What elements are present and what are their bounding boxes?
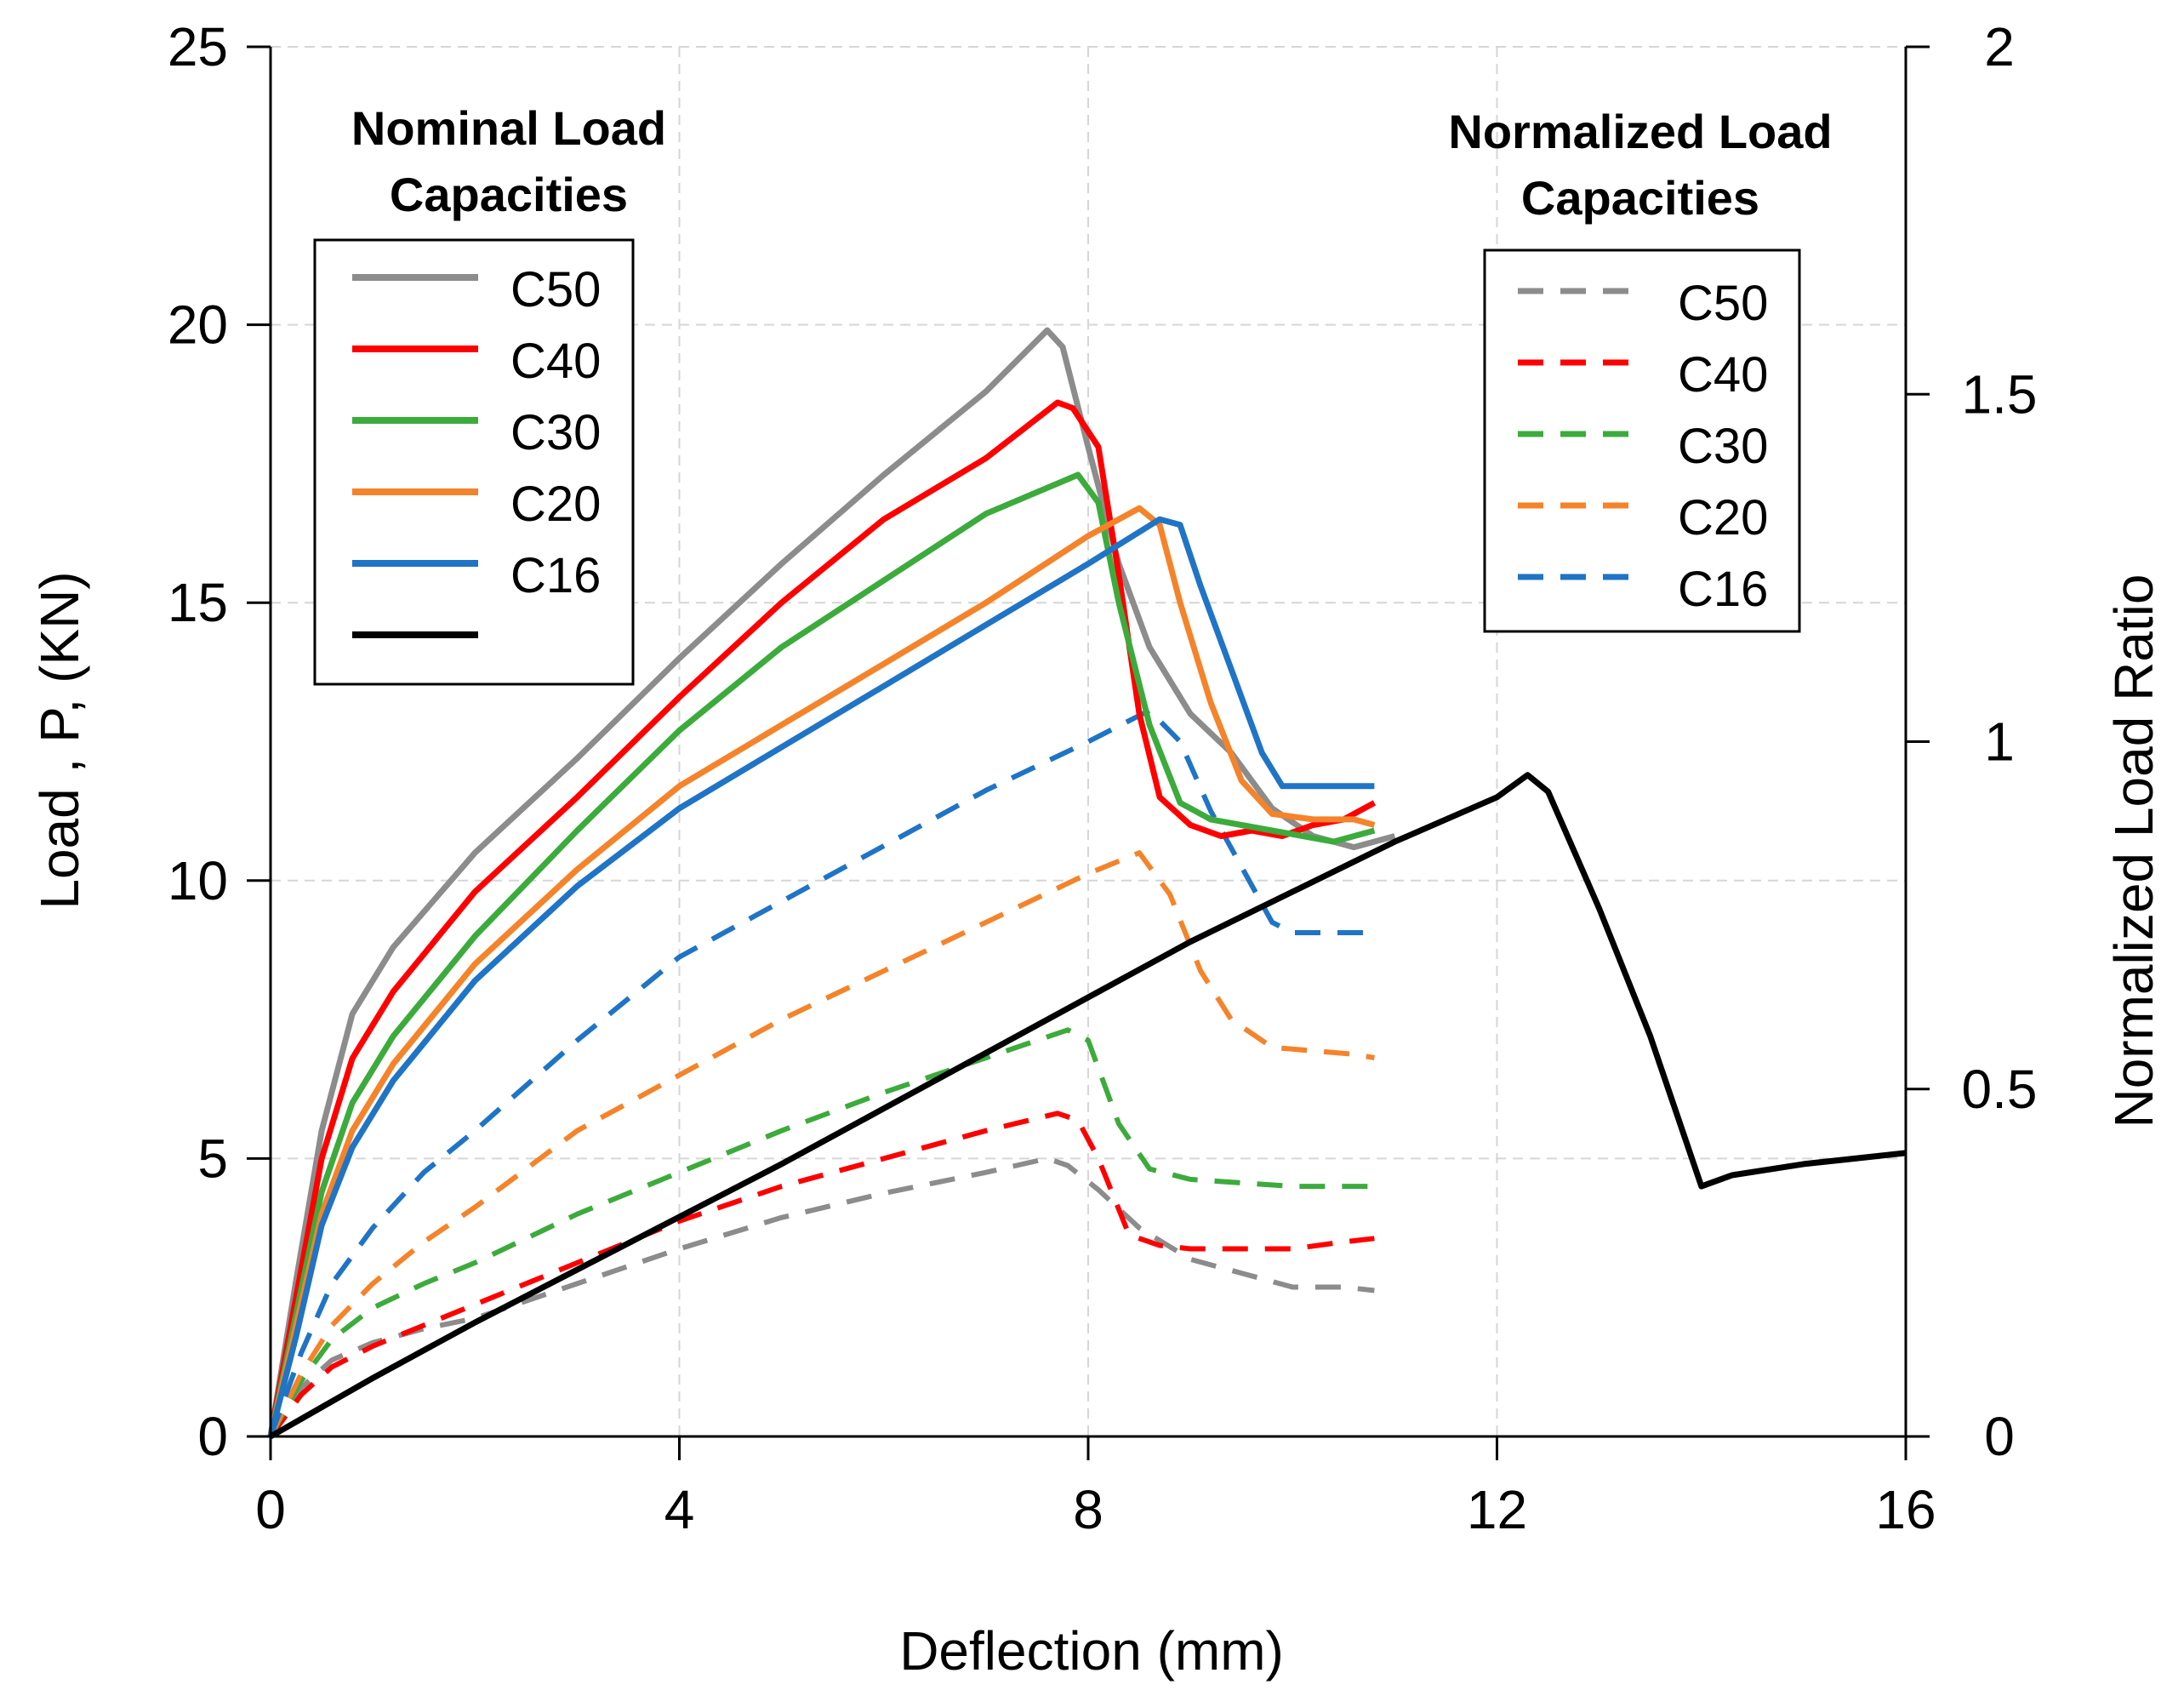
y2-tick-label: 1 <box>1984 711 2015 773</box>
legend-normalized-title-line2: Capacities <box>1521 171 1759 225</box>
axes <box>247 45 1930 1460</box>
legend-nominal-entries: C50 C40 C30 C20 C16 <box>352 262 601 638</box>
legend-nominal-box <box>313 238 635 686</box>
x-axis-title: Deflection (mm) <box>899 1620 1284 1682</box>
y-tick-label: 0 <box>197 1406 228 1467</box>
x-tick-label: 16 <box>1875 1479 1936 1540</box>
legend-nominal-label: C20 <box>510 477 601 532</box>
legend-nominal: Nominal Load Capacities C50 C40 C30 C20 C16 <box>313 101 666 686</box>
legend-nominal-label: C16 <box>510 548 601 603</box>
normalized-c30-line <box>268 1027 1375 1438</box>
nominal-c40-line <box>267 399 1377 1437</box>
nominal-black-line <box>269 772 1907 1440</box>
x-tick-label: 4 <box>664 1479 695 1540</box>
legend-normalized-label: C30 <box>1678 419 1768 474</box>
normalized-series-group <box>268 707 1375 1438</box>
legend-normalized-label: C20 <box>1678 490 1768 545</box>
nominal-c20-line <box>267 505 1376 1437</box>
x-tick-label: 8 <box>1073 1479 1103 1540</box>
x-tick-labels: 0 4 8 12 16 <box>255 1479 1936 1540</box>
x-tick-label: 12 <box>1467 1479 1527 1540</box>
legend-normalized-box <box>1483 248 1801 633</box>
y2-tick-label: 0.5 <box>1962 1059 2038 1120</box>
legend-normalized-label: C16 <box>1678 562 1768 617</box>
legend-nominal-title-line2: Capacities <box>390 168 628 221</box>
legend-normalized-title-line1: Normalized Load <box>1448 105 1832 158</box>
nominal-c16-line <box>267 516 1375 1437</box>
legend-nominal-label: C30 <box>510 405 601 460</box>
y2-tick-label: 2 <box>1984 16 2015 77</box>
legend-nominal-label: C40 <box>510 334 601 389</box>
y-tick-label: 10 <box>168 850 228 911</box>
legend-normalized-label: C50 <box>1678 276 1768 331</box>
legend-nominal-label: C50 <box>510 262 601 317</box>
y-tick-labels: 0 5 10 15 20 25 <box>168 16 228 1467</box>
y2-tick-labels: 0 0.5 1 1.5 2 <box>1962 16 2038 1467</box>
normalized-c50-line <box>268 1156 1375 1438</box>
normalized-c40-line <box>268 1111 1375 1438</box>
y-tick-label: 25 <box>168 16 228 77</box>
y-tick-label: 15 <box>168 572 228 633</box>
legend-nominal-title-line1: Nominal Load <box>351 101 666 155</box>
nominal-c30-line <box>267 471 1376 1437</box>
normalized-c20-line <box>268 850 1375 1438</box>
y2-tick-label: 0 <box>1984 1406 2015 1467</box>
legend-normalized: Normalized Load Capacities C50C40C30C20C… <box>1448 105 1833 633</box>
x-tick-label: 0 <box>255 1479 286 1540</box>
normalized-c16-line <box>268 707 1375 1438</box>
y-axis-title: Load , P, (KN) <box>29 571 90 909</box>
legend-normalized-label: C40 <box>1678 347 1768 403</box>
nominal-series-group <box>267 327 1907 1440</box>
legend-normalized-entries: C50 C40 C30 C20 C16 <box>1518 276 1768 617</box>
y2-tick-label: 1.5 <box>1962 363 2038 425</box>
nominal-c50-line <box>267 327 1396 1437</box>
y-tick-label: 20 <box>168 294 228 356</box>
y2-axis-title: Normalized Load Ratio <box>2103 574 2164 1128</box>
y-tick-label: 5 <box>197 1128 228 1189</box>
